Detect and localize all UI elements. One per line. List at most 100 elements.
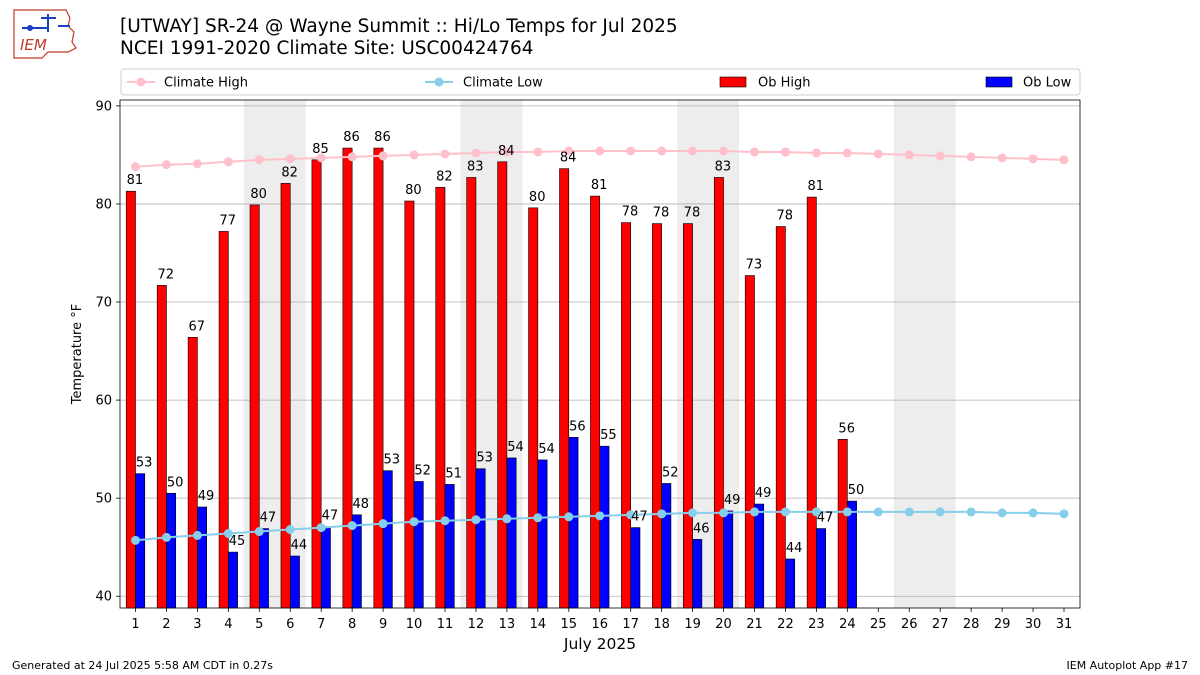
data-label-ob-low: 47 (817, 511, 834, 526)
x-tick-label: 20 (715, 617, 732, 632)
data-label-ob-high: 81 (591, 178, 608, 193)
chart-title: [UTWAY] SR-24 @ Wayne Summit :: Hi/Lo Te… (120, 16, 678, 60)
data-label-ob-high: 80 (529, 190, 546, 205)
legend-frame (120, 68, 1081, 96)
bar-ob-high (249, 204, 260, 609)
point-climate-high (1059, 155, 1069, 165)
legend-marker-climate-low (434, 77, 444, 87)
bar-ob-low (166, 492, 177, 609)
point-climate-low (873, 507, 883, 517)
x-tick-label: 3 (193, 617, 201, 632)
x-tick-label: 30 (1025, 617, 1042, 632)
data-label-ob-high: 83 (467, 159, 484, 174)
bar-ob-high (652, 223, 662, 609)
data-label-ob-low: 47 (260, 511, 277, 526)
data-label-ob-high: 78 (684, 206, 701, 221)
bar-ob-low (785, 558, 796, 609)
point-climate-low (719, 508, 729, 518)
bar-ob-low (692, 539, 703, 609)
x-tick-label: 6 (286, 617, 294, 632)
point-climate-low (409, 517, 419, 527)
point-climate-high (192, 159, 202, 169)
bar-ob-low (754, 503, 765, 609)
data-label-ob-high: 83 (715, 159, 732, 174)
bar-ob-high (744, 275, 755, 609)
data-label-ob-high: 84 (560, 151, 577, 166)
point-climate-low (966, 507, 976, 517)
legend-label-ob-low: Ob Low (1023, 76, 1072, 91)
y-axis-label: Temperature °F (70, 304, 85, 405)
point-climate-low (347, 521, 357, 531)
bar-ob-low (382, 470, 393, 609)
point-climate-low (564, 512, 574, 522)
data-label-ob-low: 53 (383, 453, 400, 468)
point-climate-high (471, 148, 481, 158)
bar-ob-high (621, 222, 631, 609)
bar-ob-high (280, 183, 291, 609)
weekend-band (893, 100, 925, 608)
bar-ob-high (775, 226, 786, 609)
x-tick-label: 13 (499, 617, 516, 632)
point-climate-high (409, 150, 419, 160)
x-tick-label: 17 (622, 617, 639, 632)
data-label-ob-high: 78 (777, 209, 794, 224)
data-label-ob-low: 54 (538, 442, 555, 457)
x-tick-label: 5 (255, 617, 263, 632)
point-climate-low (1028, 508, 1038, 518)
point-climate-high (131, 162, 140, 172)
point-climate-high (873, 149, 883, 159)
point-climate-high (750, 147, 759, 157)
data-label-ob-high: 86 (374, 130, 391, 145)
data-label-ob-low: 51 (445, 466, 462, 481)
point-climate-low (378, 519, 388, 529)
y-tick-label: 90 (95, 99, 112, 114)
data-label-ob-high: 72 (158, 267, 175, 282)
data-label-ob-high: 78 (622, 205, 639, 220)
point-climate-low (471, 515, 481, 525)
x-tick-label: 14 (530, 617, 547, 632)
point-climate-low (440, 516, 450, 526)
x-tick-label: 28 (963, 617, 980, 632)
logo-text: IEM (20, 36, 47, 54)
point-climate-low (904, 507, 914, 517)
point-climate-low (1059, 509, 1069, 519)
data-label-ob-high: 82 (281, 165, 298, 180)
legend-label-ob-high: Ob High (758, 76, 811, 91)
data-label-ob-high: 80 (405, 183, 422, 198)
point-climate-low (285, 525, 295, 535)
x-tick-label: 18 (653, 617, 670, 632)
legend-swatch-ob-low (985, 76, 1013, 88)
point-climate-high (223, 157, 233, 167)
bar-ob-high (404, 200, 415, 609)
x-tick-label: 10 (406, 617, 423, 632)
title-line-2: NCEI 1991-2020 Climate Site: USC00424764 (120, 38, 534, 59)
x-tick-label: 19 (684, 617, 701, 632)
y-tick-label: 70 (95, 296, 112, 311)
x-tick-label: 4 (224, 617, 232, 632)
y-tick-label: 60 (95, 394, 112, 409)
data-label-ob-low: 46 (693, 521, 710, 536)
point-climate-high (997, 153, 1007, 163)
point-climate-high (316, 153, 326, 163)
bar-ob-high (559, 168, 570, 609)
bar-ob-low (847, 500, 857, 609)
point-climate-low (780, 507, 790, 517)
iem-logo: IEM (13, 9, 77, 59)
bar-ob-high (218, 231, 229, 609)
bar-ob-low (289, 555, 300, 609)
point-climate-high (533, 147, 543, 157)
point-climate-low (533, 513, 543, 523)
x-tick-label: 26 (901, 617, 918, 632)
legend-label-climate-high: Climate High (164, 76, 248, 91)
point-climate-high (254, 155, 264, 165)
point-climate-low (595, 511, 605, 521)
bar-ob-high (125, 190, 136, 609)
bar-ob-low (537, 459, 548, 609)
weekend-band (924, 100, 956, 608)
y-tick-label: 40 (95, 590, 112, 605)
point-climate-low (997, 508, 1007, 518)
bar-ob-high (683, 223, 693, 609)
data-label-ob-low: 49 (724, 493, 741, 508)
point-climate-low (254, 527, 264, 537)
